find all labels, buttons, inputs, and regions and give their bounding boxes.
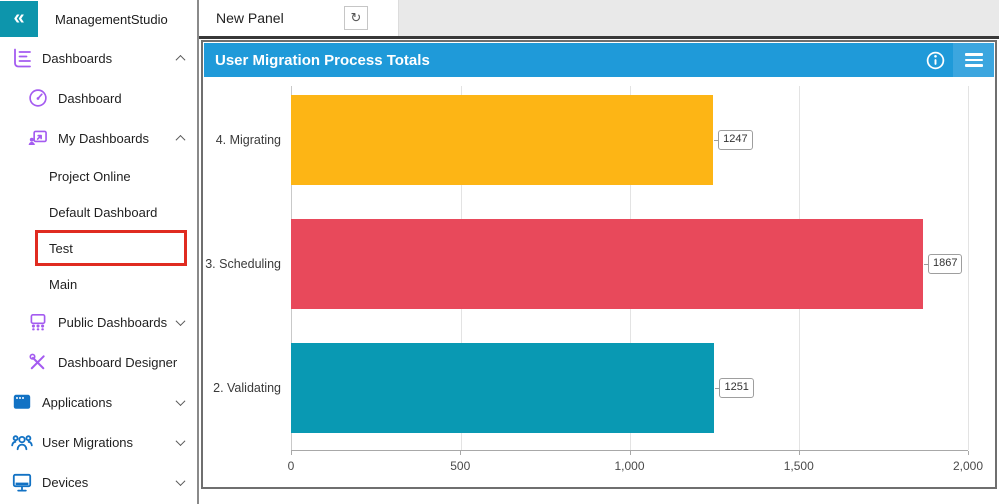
- refresh-icon[interactable]: ↻: [344, 6, 368, 30]
- x-axis: 0 500 1,000 1,500 2,000: [287, 450, 983, 487]
- sidebar-item-dashboard[interactable]: Dashboard: [0, 78, 197, 118]
- sidebar-header: « ManagementStudio: [0, 0, 197, 38]
- axis-tick-label: 2,000: [952, 459, 984, 473]
- hamburger-menu-icon[interactable]: [953, 43, 994, 77]
- axis-tick: [968, 451, 969, 455]
- applications-icon: [10, 390, 34, 414]
- axis-tick: [629, 451, 631, 455]
- dashboard-panel: User Migration Process Totals 4. Migrati…: [201, 40, 997, 489]
- sidebar-item-label: My Dashboards: [58, 130, 150, 146]
- gridline: [968, 86, 969, 450]
- sidebar-item-dashboards[interactable]: Dashboards: [0, 38, 197, 78]
- sidebar-item-user-migrations[interactable]: User Migrations: [0, 422, 197, 462]
- sidebar-item-label: Main: [49, 276, 78, 292]
- bar-track: 1867: [291, 202, 968, 326]
- bar-track: 1251: [291, 326, 968, 450]
- chart-rows: 4. Migrating 1247 3. Scheduling 1867 2. Vali…: [203, 78, 968, 450]
- user-migrations-icon: [10, 430, 34, 454]
- tab-new-panel[interactable]: New Panel ↻: [199, 0, 399, 36]
- axis-tick-label: 500: [450, 459, 471, 473]
- panel-header: User Migration Process Totals: [204, 43, 994, 77]
- category-label: 4. Migrating: [215, 133, 281, 147]
- sidebar-item-applications[interactable]: Applications: [0, 382, 197, 422]
- axis-tick-label: 0: [287, 459, 295, 473]
- sidebar-item-dashboard-designer[interactable]: Dashboard Designer: [0, 342, 197, 382]
- axis-tick: [291, 451, 292, 455]
- sidebar-item-label: Applications: [42, 394, 113, 410]
- chevron-up-icon[interactable]: [175, 134, 186, 145]
- sidebar-item-main[interactable]: Main: [0, 266, 197, 302]
- bar-4-migrating[interactable]: [291, 94, 714, 186]
- axis-tick: [460, 451, 462, 455]
- gauge-icon: [27, 87, 49, 109]
- sidebar: « ManagementStudio Dashboards Dashboard My…: [0, 0, 199, 504]
- tab-strip: New Panel ↻: [199, 0, 999, 39]
- value-label: 1867: [923, 254, 963, 274]
- sidebar-item-my-dashboards[interactable]: My Dashboards: [0, 118, 197, 158]
- main-content: New Panel ↻ User Migration Process Total…: [199, 0, 999, 504]
- bar-chart: 4. Migrating 1247 3. Scheduling 1867 2. Vali…: [203, 78, 995, 487]
- public-dashboards-icon: [27, 311, 49, 333]
- tab-label: New Panel: [216, 10, 284, 26]
- chart-row: 3. Scheduling 1867: [203, 202, 968, 326]
- bar-3-scheduling[interactable]: [291, 218, 923, 310]
- chevron-down-icon[interactable]: [175, 395, 186, 406]
- app-title: ManagementStudio: [55, 11, 168, 27]
- sidebar-item-label: Test: [49, 240, 73, 256]
- sidebar-item-test[interactable]: Test: [0, 230, 197, 266]
- sidebar-item-label: Dashboard Designer: [58, 354, 178, 370]
- panel-title: User Migration Process Totals: [215, 51, 430, 69]
- value-label: 1247: [714, 130, 753, 150]
- axis-tick: [798, 451, 800, 455]
- sidebar-item-project-online[interactable]: Project Online: [0, 158, 197, 194]
- category-label: 3. Scheduling: [205, 257, 281, 271]
- sidebar-item-label: User Migrations: [42, 434, 134, 450]
- chevron-down-icon[interactable]: [175, 435, 186, 446]
- sidebar-item-label: Dashboards: [42, 50, 113, 66]
- collapse-sidebar-icon[interactable]: «: [0, 1, 38, 37]
- sidebar-item-label: Devices: [42, 474, 89, 490]
- info-icon[interactable]: [917, 43, 953, 77]
- bar-track: 1247: [291, 78, 968, 202]
- sidebar-item-devices[interactable]: Devices: [0, 462, 197, 502]
- axis-tick-label: 1,500: [783, 459, 814, 473]
- chart-row: 4. Migrating 1247: [203, 78, 968, 202]
- sidebar-nav: Dashboards Dashboard My Dashboards Project …: [0, 38, 197, 502]
- sidebar-item-label: Dashboard: [58, 90, 122, 106]
- designer-icon: [27, 351, 49, 373]
- dashboards-icon: [10, 46, 34, 70]
- category-label: 2. Validating: [213, 381, 281, 395]
- bar-2-validating[interactable]: [291, 342, 715, 434]
- chevron-down-icon[interactable]: [175, 475, 186, 486]
- value-label: 1251: [715, 378, 754, 398]
- chevron-up-icon[interactable]: [175, 54, 186, 65]
- sidebar-item-default-dashboard[interactable]: Default Dashboard: [0, 194, 197, 230]
- my-dashboards-icon: [27, 127, 49, 149]
- sidebar-item-label: Default Dashboard: [49, 204, 158, 220]
- chevron-down-icon[interactable]: [175, 315, 186, 326]
- sidebar-item-label: Project Online: [49, 168, 131, 184]
- sidebar-item-label: Public Dashboards: [58, 314, 168, 330]
- axis-tick-label: 1,000: [614, 459, 645, 473]
- devices-icon: [10, 470, 34, 494]
- chart-row: 2. Validating 1251: [203, 326, 968, 450]
- sidebar-item-public-dashboards[interactable]: Public Dashboards: [0, 302, 197, 342]
